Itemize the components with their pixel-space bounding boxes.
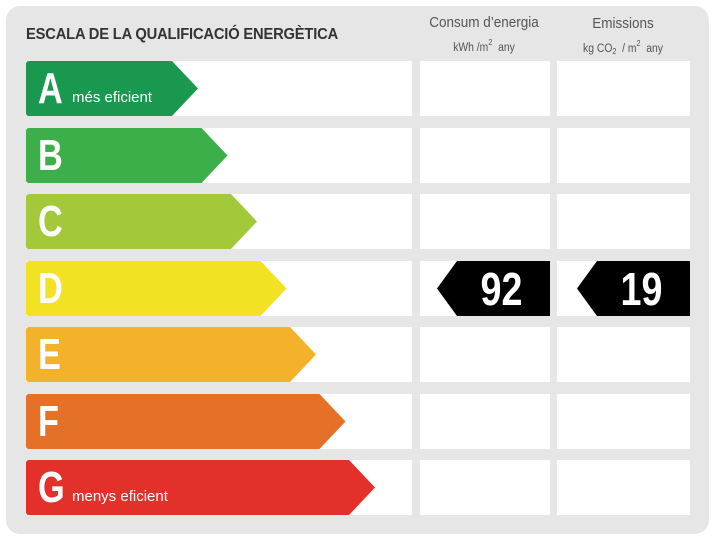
- rating-row-d: D 92 19: [0, 261, 719, 317]
- energy-cell: [420, 128, 550, 183]
- class-label: menys eficient: [72, 488, 168, 505]
- class-arrow-f: [26, 394, 346, 449]
- emissions-cell: [557, 460, 690, 515]
- scale-title: ESCALA DE LA QUALIFICACIÓ ENERGÈTICA: [26, 26, 339, 43]
- class-arrow-d: [26, 261, 287, 316]
- emissions-value-badge: [577, 261, 690, 316]
- rating-row-b: B: [0, 128, 719, 184]
- energy-column-unit: kWh /m2 any: [453, 38, 515, 54]
- class-letter: A: [38, 64, 63, 113]
- emissions-cell: [557, 128, 690, 183]
- emissions-cell: [557, 394, 690, 449]
- emissions-column-title: Emissions: [592, 15, 654, 32]
- class-arrow-e: [26, 327, 316, 382]
- class-letter: F: [38, 397, 59, 446]
- energy-column-title: Consum d’energia: [429, 14, 539, 31]
- emissions-value: 19: [620, 263, 663, 315]
- class-letter: B: [38, 131, 63, 180]
- rating-row-e: E: [0, 327, 719, 383]
- energy-column-header: Consum d’energia kWh /m2 any: [418, 14, 550, 56]
- class-letter: C: [38, 197, 63, 246]
- emissions-cell: [557, 327, 690, 382]
- rating-row-f: F: [0, 394, 719, 450]
- energy-cell: [420, 394, 550, 449]
- energy-value-badge: [437, 261, 550, 316]
- class-arrow-g: [26, 460, 375, 515]
- energy-cell: [420, 61, 550, 116]
- class-arrow-a: [26, 61, 198, 116]
- class-letter: G: [38, 463, 65, 512]
- class-arrow-b: [26, 128, 228, 183]
- rating-row-c: C: [0, 194, 719, 250]
- emissions-column-header: Emissions kg CO2 / m2 any: [556, 15, 690, 60]
- class-letter: D: [38, 264, 63, 313]
- emissions-cell: [557, 61, 690, 116]
- emissions-cell: [557, 194, 690, 249]
- class-letter: E: [38, 330, 61, 379]
- emissions-column-unit: kg CO2 / m2 any: [583, 39, 663, 56]
- energy-value: 92: [480, 263, 523, 315]
- class-arrow-c: [26, 194, 257, 249]
- class-label: més eficient: [72, 89, 153, 106]
- energy-cell: [420, 327, 550, 382]
- energy-cell: [420, 194, 550, 249]
- energy-cell: [420, 460, 550, 515]
